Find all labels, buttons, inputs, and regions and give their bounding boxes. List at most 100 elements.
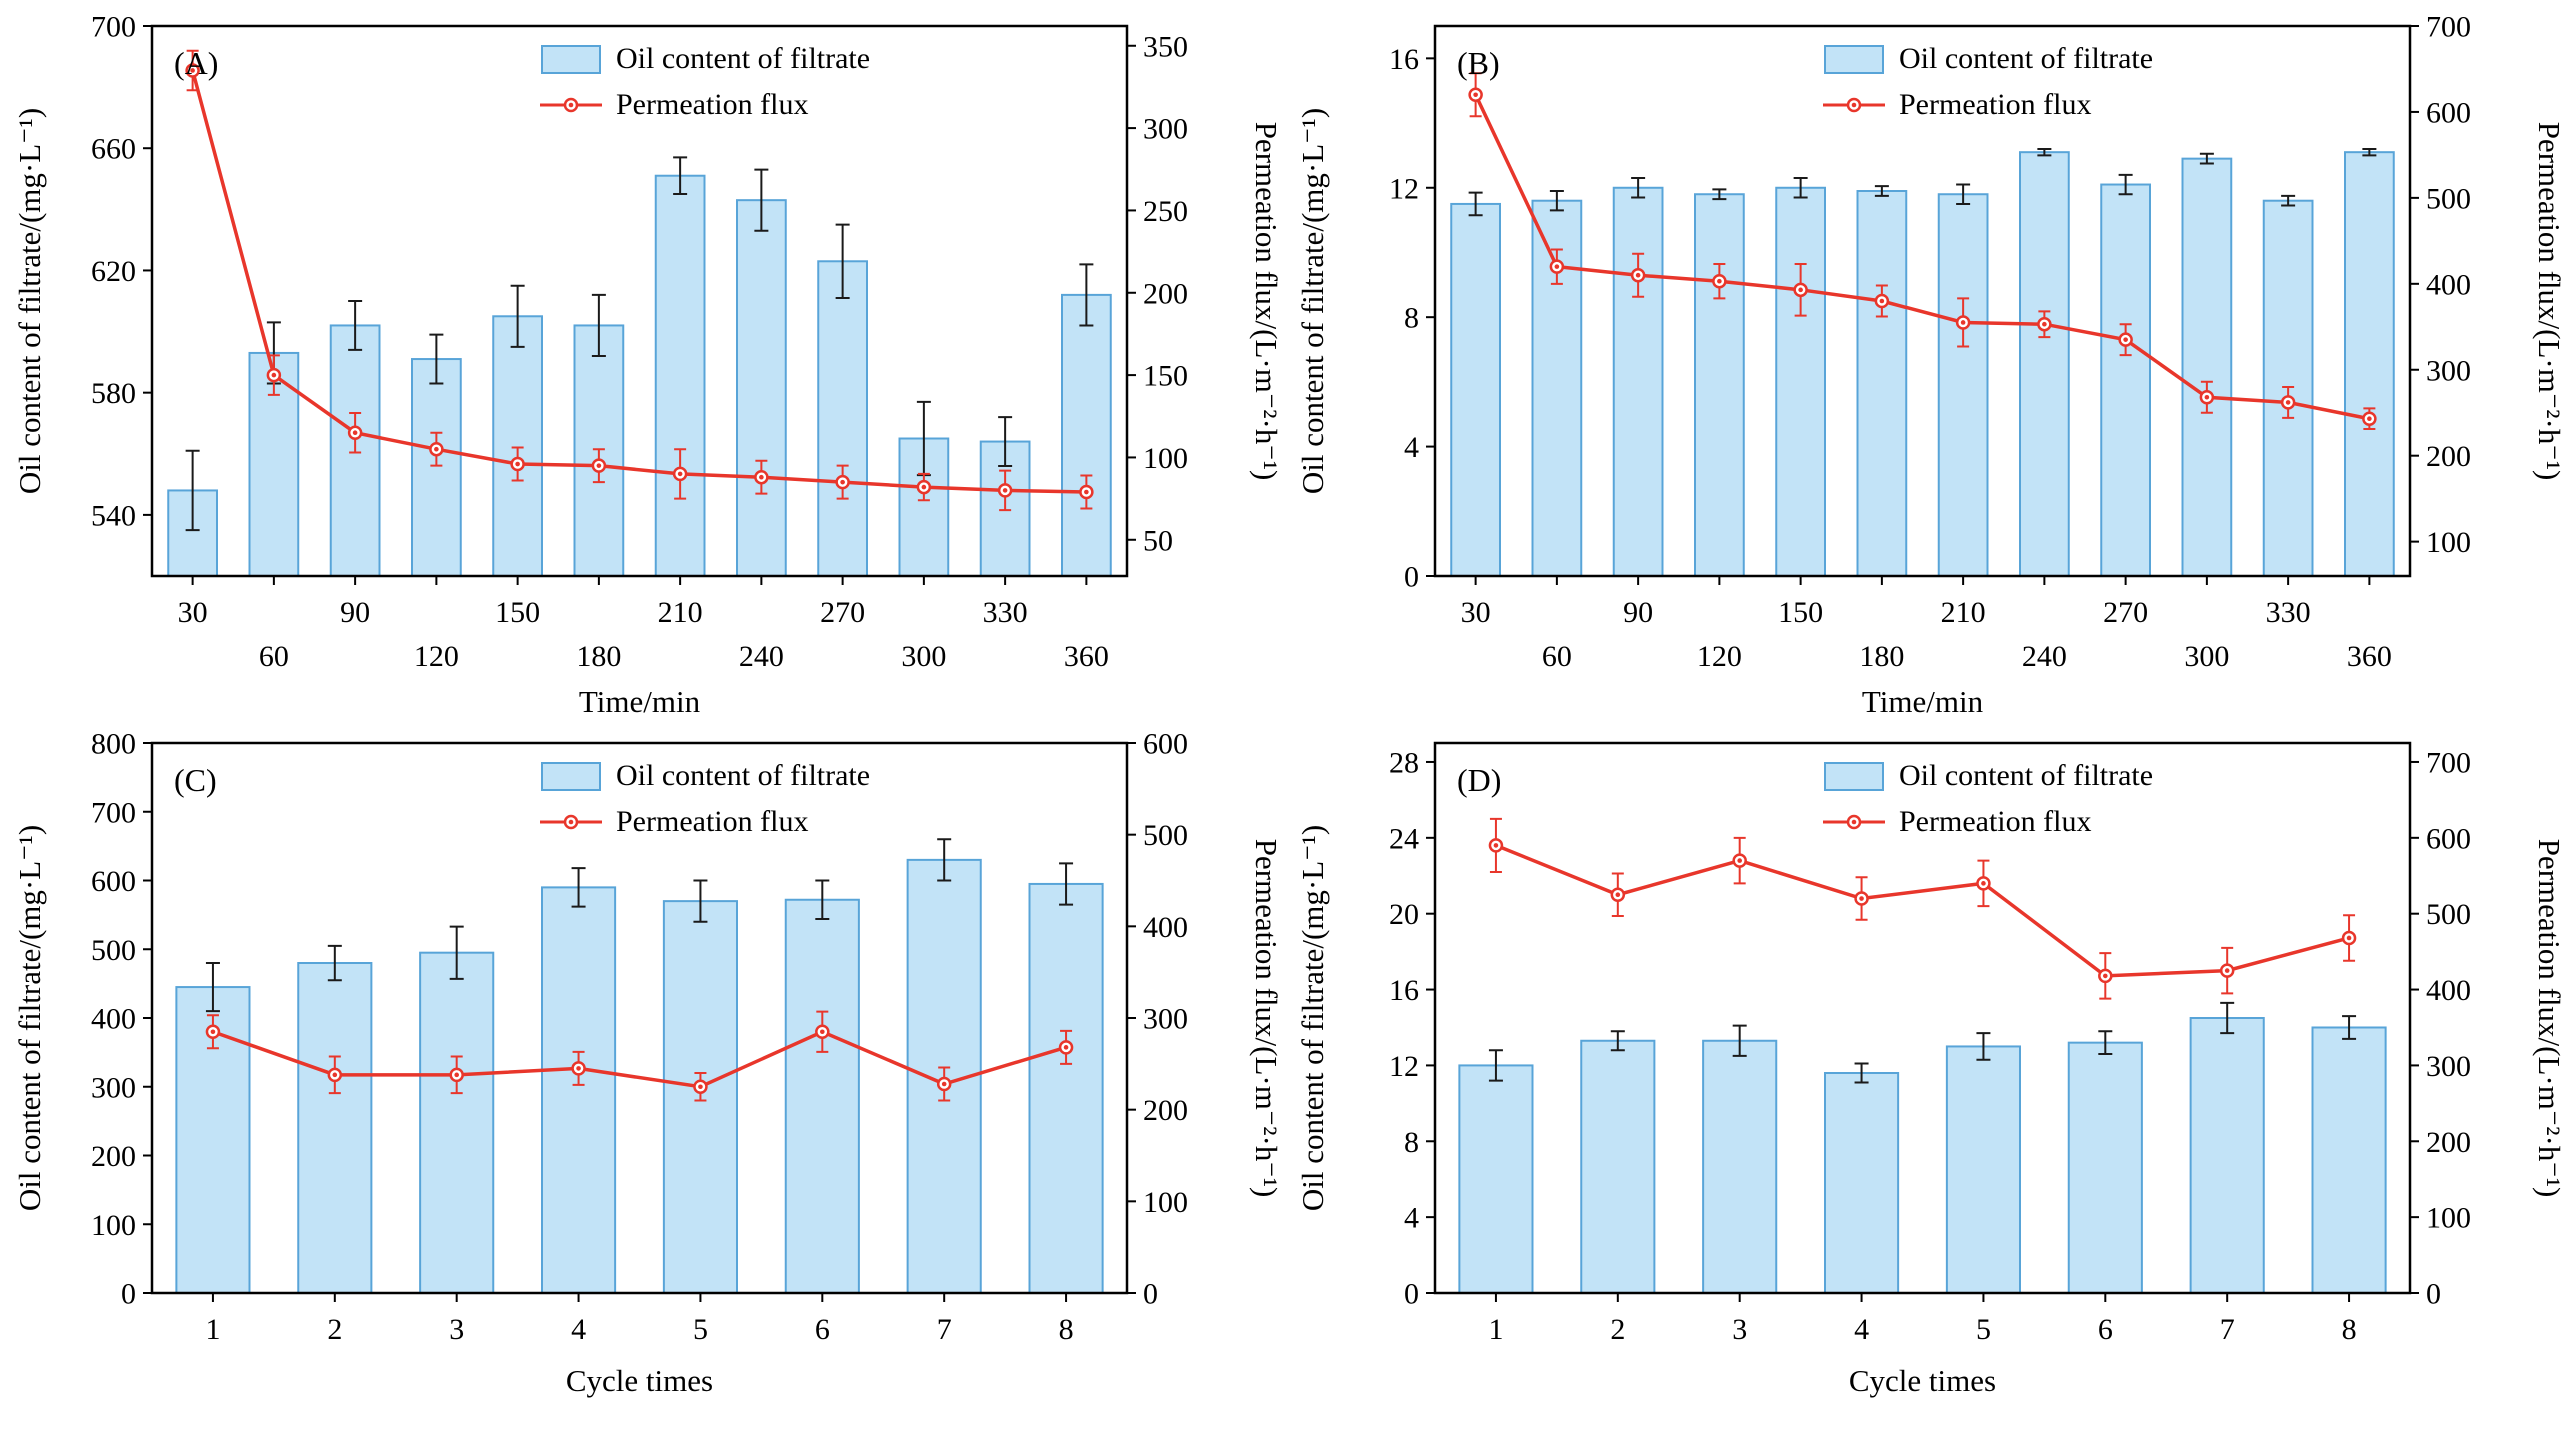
bar	[1580, 1039, 1656, 1294]
right-tick-label: 0	[2426, 1278, 2441, 1311]
bar	[1938, 193, 1989, 577]
flux-marker-dot	[1859, 896, 1865, 901]
left-tick-label: 300	[91, 1071, 136, 1104]
right-tick-label: 700	[2426, 746, 2471, 779]
bar	[654, 174, 706, 577]
left-axis-label: Oil content of filtrate/(mg·L⁻¹)	[12, 108, 47, 494]
bar-error	[754, 168, 769, 232]
bar-error	[1854, 1062, 1869, 1084]
legend-bar-label: Oil content of filtrate	[1899, 759, 2153, 792]
x-tick-label: 330	[982, 596, 1027, 629]
flux-marker-dot	[2204, 394, 2210, 400]
flux-marker-dot	[210, 1029, 215, 1035]
right-tick-label: 250	[1143, 195, 1188, 228]
bar-error	[1732, 1024, 1747, 1057]
panel-label: (D)	[1457, 762, 1501, 798]
x-axis-label: Time/min	[1862, 684, 1984, 716]
bar	[2181, 157, 2233, 577]
bar-error	[327, 944, 342, 982]
left-tick-label: 500	[91, 934, 136, 967]
flux-marker-dot	[1493, 843, 1499, 848]
x-tick-label: 240	[739, 640, 784, 673]
chart-svg-C: 0 100 200 300 400 500 600 700 800 0 100 200 300 400 50…	[12, 728, 1282, 1399]
right-tick-label: 100	[1143, 442, 1188, 475]
x-tick-label: 120	[414, 640, 459, 673]
bar-error	[693, 879, 708, 923]
bar-error	[997, 416, 1012, 467]
flux-marker-dot	[840, 479, 845, 485]
chart-panel-C: 0 100 200 300 400 500 600 700 800 0 100 200 300 400 50…	[0, 717, 1284, 1434]
x-axis-label: Time/min	[579, 684, 701, 716]
x-tick-label: 360	[1064, 640, 1109, 673]
panel-label: (C)	[174, 762, 217, 798]
flux-marker-dot	[433, 446, 439, 452]
left-axis-label: Oil content of filtrate/(mg·L⁻¹)	[1295, 825, 1330, 1211]
bar	[2189, 1017, 2265, 1294]
flux-marker-dot	[2225, 968, 2230, 973]
bar-error	[347, 300, 362, 351]
flux-marker-dot	[576, 1066, 581, 1071]
bar-error	[2098, 1030, 2113, 1056]
left-tick-label: 4	[1404, 1202, 1419, 1235]
x-tick-label: 150	[1778, 596, 1823, 629]
left-tick-label: 540	[91, 499, 136, 532]
right-tick-label: 300	[1143, 1003, 1188, 1036]
bar	[735, 199, 787, 578]
flux-marker-dot	[454, 1072, 459, 1078]
bar-error	[429, 333, 444, 385]
right-tick-label: 200	[1143, 277, 1188, 310]
legend-bar-swatch	[1824, 45, 1885, 74]
x-tick-label: 5	[1976, 1313, 1991, 1346]
left-tick-label: 4	[1404, 431, 1419, 464]
bar	[1856, 190, 1908, 577]
left-tick-label: 700	[91, 796, 136, 829]
bar	[1060, 293, 1112, 577]
flux-marker-dot	[941, 1081, 947, 1087]
x-tick-label: 210	[657, 596, 702, 629]
bar-error	[1550, 190, 1565, 212]
panel-label: (B)	[1457, 45, 1500, 81]
bar-error	[1079, 263, 1094, 327]
legend-line-label: Permeation flux	[1899, 88, 2091, 121]
bar-error	[2281, 194, 2296, 207]
right-tick-label: 300	[1143, 113, 1188, 146]
left-tick-label: 700	[91, 11, 136, 44]
x-axis-label: Cycle times	[1849, 1363, 1996, 1398]
left-axis-label: Oil content of filtrate/(mg·L⁻¹)	[12, 825, 47, 1211]
right-tick-label: 150	[1143, 360, 1188, 393]
flux-marker-dot	[1717, 278, 1722, 284]
x-tick-label: 2	[1611, 1313, 1626, 1346]
flux-marker-dot	[1737, 858, 1743, 863]
bar-error	[449, 925, 464, 980]
flux-marker-dot	[758, 474, 764, 480]
legend-bar-swatch	[1824, 762, 1885, 791]
flux-marker-dot	[819, 1029, 825, 1035]
x-tick-label: 4	[1854, 1313, 1869, 1346]
x-tick-label: 120	[1697, 640, 1742, 673]
x-tick-label: 8	[2342, 1313, 2357, 1346]
legend-bar-label: Oil content of filtrate	[616, 42, 870, 75]
right-tick-label: 200	[1143, 1094, 1188, 1127]
right-axis-label: Permeation flux/(L·m⁻²·h⁻¹)	[1249, 839, 1282, 1198]
bar-error	[205, 962, 220, 1013]
bar	[2019, 151, 2070, 577]
x-tick-label: 7	[2220, 1313, 2235, 1346]
flux-marker-dot	[332, 1072, 337, 1078]
flux-marker-dot	[1879, 298, 1885, 304]
right-tick-label: 700	[2426, 11, 2471, 44]
x-tick-label: 330	[2266, 596, 2311, 629]
flux-marker-dot	[1636, 272, 1641, 278]
x-tick-label: 2	[327, 1313, 342, 1346]
x-tick-label: 300	[901, 640, 946, 673]
left-tick-label: 16	[1389, 43, 1419, 76]
legend-line-marker-dot	[568, 819, 574, 825]
x-tick-label: 300	[2185, 640, 2230, 673]
bar-error	[815, 879, 830, 920]
chart-panel-B: 0 4 8 12 16 100 200 300 400 500 600 700 30 60 90 120 150…	[1284, 0, 2567, 717]
right-axis-label: Permeation flux/(L·m⁻²·h⁻¹)	[1249, 122, 1282, 481]
bar	[2311, 1026, 2387, 1294]
bar-error	[185, 449, 200, 532]
right-tick-label: 200	[2426, 1126, 2471, 1159]
left-tick-label: 0	[1404, 561, 1419, 594]
bar	[418, 951, 494, 1294]
